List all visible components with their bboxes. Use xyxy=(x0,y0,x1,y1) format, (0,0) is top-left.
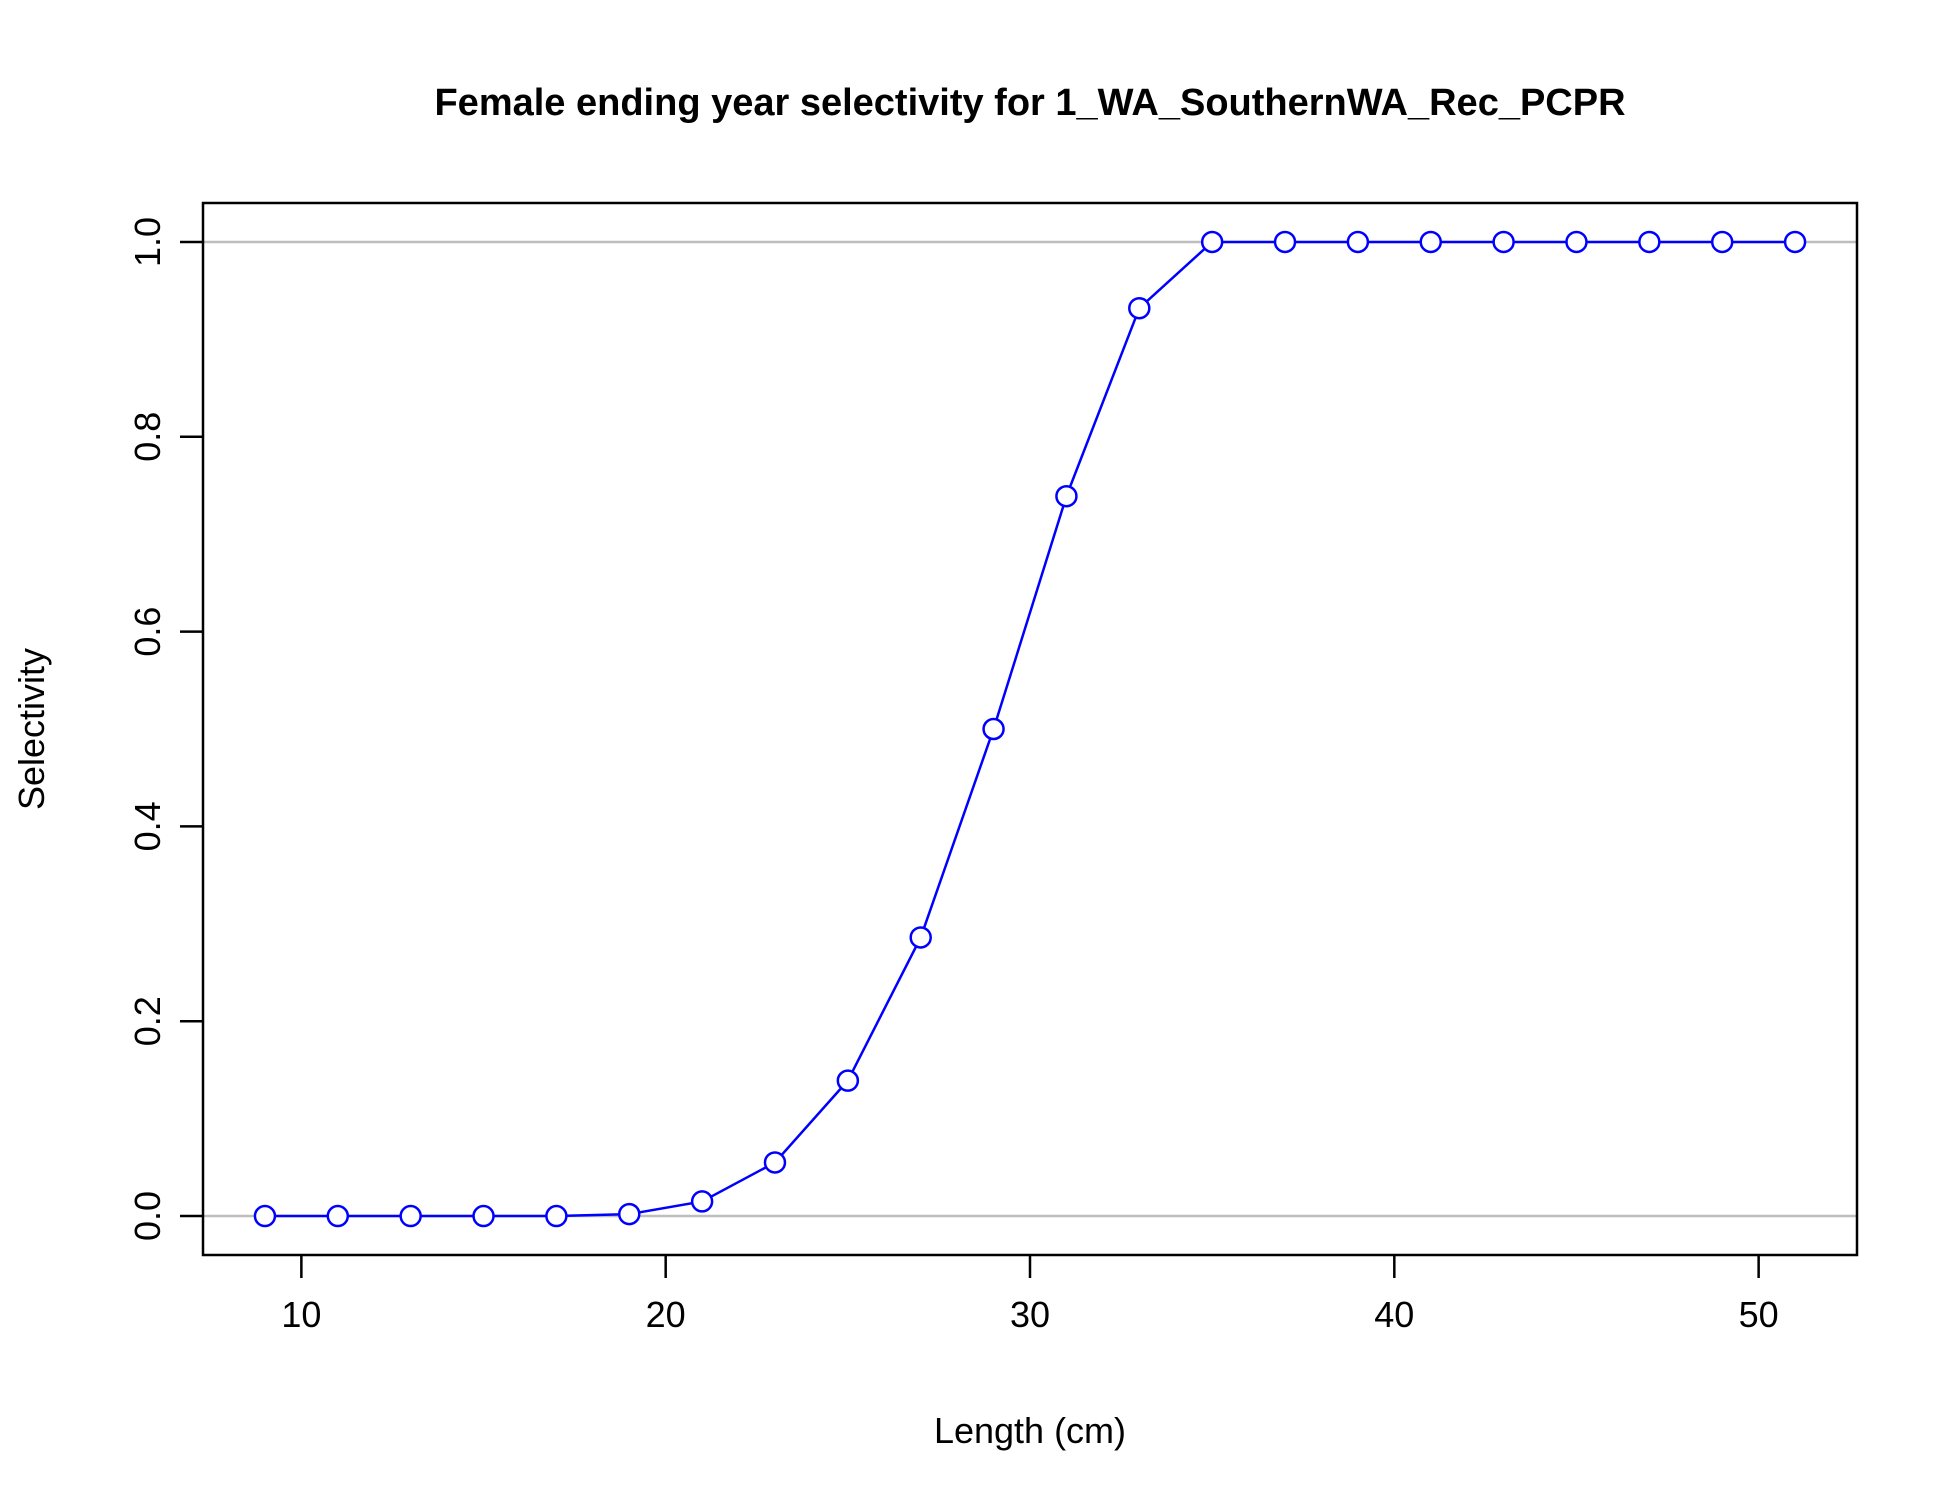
data-point xyxy=(1346,230,1370,254)
x-tick-label-2: 30 xyxy=(1010,1294,1050,1335)
y-axis: 0.0 0.2 0.4 0.6 0.8 1.0 xyxy=(127,217,203,1241)
series-layer xyxy=(253,230,1807,1228)
data-point xyxy=(909,926,932,949)
data-point xyxy=(763,1151,787,1174)
data-point xyxy=(1783,230,1807,254)
data-point xyxy=(253,1204,277,1228)
data-point xyxy=(1638,230,1661,254)
data-point xyxy=(1128,296,1151,320)
chart-title: Female ending year selectivity for 1_WA_… xyxy=(434,82,1625,124)
x-tick-label-3: 40 xyxy=(1374,1294,1414,1335)
data-point xyxy=(618,1202,641,1226)
data-point xyxy=(1200,230,1224,254)
y-tick-label-4: 0.8 xyxy=(127,412,168,462)
data-point xyxy=(1565,230,1588,254)
data-point xyxy=(690,1190,714,1213)
data-point xyxy=(1055,484,1078,508)
x-tick-label-4: 50 xyxy=(1739,1294,1779,1335)
data-point xyxy=(982,717,1005,741)
y-axis-label: Selectivity xyxy=(11,648,52,810)
x-tick-label-0: 10 xyxy=(281,1294,321,1335)
data-point xyxy=(326,1204,350,1228)
x-axis-label: Length (cm) xyxy=(934,1410,1126,1451)
data-point xyxy=(1492,230,1515,254)
y-tick-label-5: 1.0 xyxy=(127,217,168,267)
data-point xyxy=(1273,230,1297,254)
data-point xyxy=(472,1204,495,1228)
data-point xyxy=(1419,230,1442,254)
y-tick-label-2: 0.4 xyxy=(127,801,168,851)
x-tick-label-1: 20 xyxy=(646,1294,686,1335)
y-tick-label-1: 0.2 xyxy=(127,996,168,1046)
reference-lines xyxy=(203,240,1857,1218)
series-line xyxy=(264,240,1796,1218)
y-tick-label-3: 0.6 xyxy=(127,607,168,657)
data-point xyxy=(399,1204,422,1228)
data-point xyxy=(1710,230,1734,254)
y-tick-label-0: 0.0 xyxy=(127,1191,168,1241)
x-axis: 10 20 30 40 50 xyxy=(281,1255,1779,1335)
data-point xyxy=(545,1204,568,1228)
data-point xyxy=(836,1069,860,1092)
plot-frame xyxy=(201,201,1859,1257)
